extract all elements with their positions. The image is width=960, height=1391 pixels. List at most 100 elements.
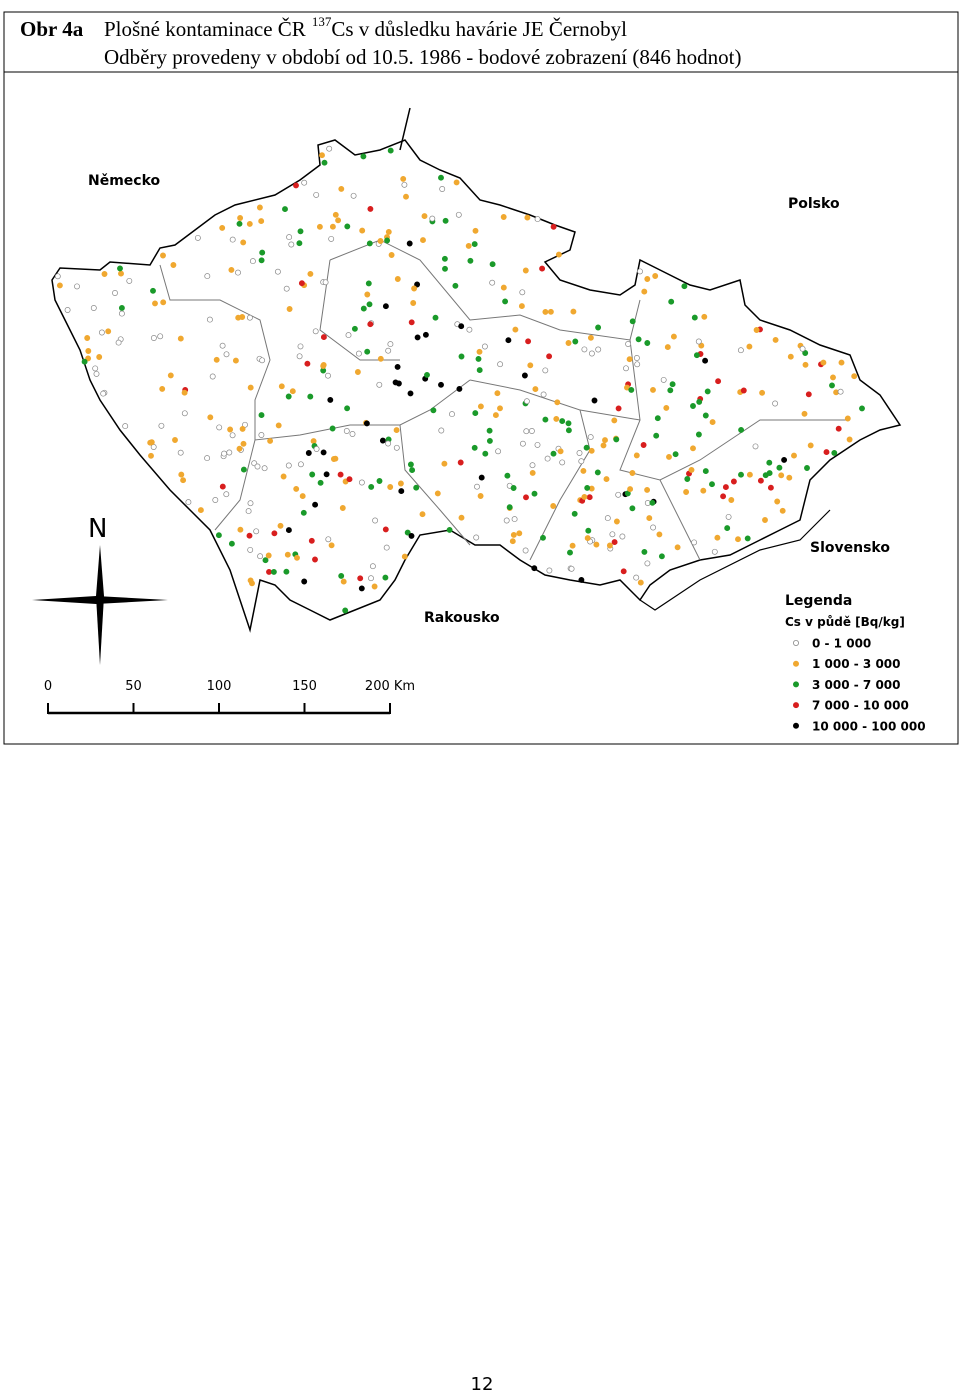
sample-point — [117, 265, 123, 272]
sample-point — [310, 438, 317, 445]
sample-point — [757, 477, 764, 484]
sample-point — [307, 270, 314, 277]
sample-point — [207, 414, 214, 421]
sample-point — [293, 182, 299, 189]
sample-point — [591, 397, 598, 404]
sample-point — [296, 240, 303, 247]
sample-point — [387, 484, 394, 490]
sample-point — [615, 405, 622, 412]
sample-point — [349, 431, 356, 437]
sample-point — [420, 237, 426, 244]
sample-point — [98, 329, 105, 336]
sample-point — [254, 463, 261, 470]
sample-point — [329, 425, 336, 432]
sample-point — [458, 323, 465, 330]
sample-point — [409, 467, 416, 474]
scale-label: 100 — [207, 679, 232, 694]
sample-point — [236, 220, 243, 227]
sample-point — [360, 153, 367, 160]
sample-point — [681, 283, 688, 290]
legend-title: Legenda — [785, 593, 852, 609]
sample-point — [516, 530, 523, 537]
sample-point — [465, 242, 472, 249]
sample-point — [261, 465, 268, 472]
sample-point — [641, 548, 648, 555]
sample-point — [215, 532, 222, 539]
sample-point — [524, 214, 531, 221]
sample-point — [547, 308, 554, 315]
frame — [3, 11, 959, 745]
sample-point — [354, 369, 361, 375]
sample-point — [118, 310, 125, 317]
sample-point — [776, 464, 783, 471]
sample-point — [430, 407, 437, 414]
sample-point — [604, 515, 611, 522]
sample-point — [510, 485, 517, 491]
sample-point — [715, 378, 722, 385]
sample-point — [725, 513, 732, 520]
sample-point — [489, 279, 496, 286]
sample-point — [316, 223, 323, 230]
sample-point — [565, 420, 572, 427]
sample-point — [434, 490, 441, 497]
sample-point — [442, 217, 449, 224]
sample-point — [649, 499, 656, 506]
sample-point — [506, 504, 513, 511]
sample-point — [746, 471, 753, 478]
sample-point — [219, 224, 226, 231]
sample-point — [325, 372, 331, 379]
sample-point — [278, 383, 285, 390]
sample-point — [567, 549, 573, 556]
sample-point — [408, 319, 415, 326]
sample-point — [148, 452, 154, 459]
sample-point — [275, 422, 282, 429]
sample-point — [298, 280, 305, 287]
sample-point — [588, 350, 595, 357]
sample-point — [150, 287, 156, 294]
sample-point — [258, 218, 265, 225]
sample-point — [237, 215, 244, 221]
sample-point — [56, 282, 63, 289]
sample-point — [257, 553, 264, 560]
sample-point — [737, 347, 744, 354]
sample-point — [442, 265, 448, 272]
sample-point — [237, 526, 244, 533]
sample-point — [711, 548, 718, 555]
sample-point — [283, 285, 290, 292]
sample-point — [371, 583, 378, 590]
sample-point — [259, 357, 266, 364]
north-arrow: N — [32, 514, 168, 665]
sample-point — [338, 185, 345, 192]
map — [51, 107, 902, 633]
sample-point — [844, 415, 851, 422]
sample-point — [240, 440, 247, 447]
sample-point — [640, 442, 647, 448]
sample-point — [85, 348, 92, 354]
sample-point — [724, 525, 731, 532]
sample-point — [413, 484, 420, 491]
sample-point — [523, 494, 529, 501]
sample-point — [338, 572, 345, 579]
sample-point — [510, 531, 517, 538]
sample-point — [204, 273, 211, 280]
sample-point — [115, 339, 122, 346]
sample-point — [343, 428, 350, 434]
sample-point — [720, 493, 727, 500]
sample-point — [565, 340, 572, 346]
sample-point — [670, 333, 677, 340]
sample-point — [477, 403, 484, 410]
sample-point — [569, 542, 576, 549]
sample-point — [477, 493, 484, 499]
sample-point — [709, 419, 716, 426]
sample-point — [728, 497, 735, 503]
sample-point — [277, 522, 284, 529]
sample-point — [778, 472, 785, 479]
sample-point — [702, 412, 709, 419]
sample-point — [357, 575, 364, 582]
sample-point — [167, 372, 174, 379]
sample-point — [339, 505, 346, 511]
sample-point — [239, 425, 246, 432]
sample-point — [606, 542, 613, 549]
sample-point — [385, 228, 392, 235]
